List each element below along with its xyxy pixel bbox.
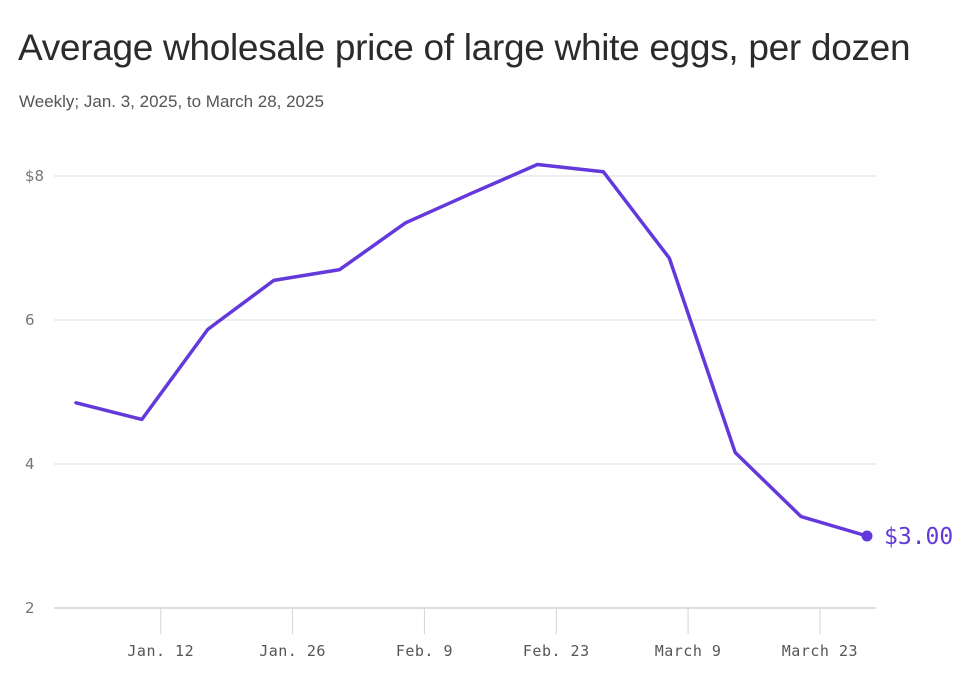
data-point (74, 401, 78, 405)
data-point (535, 162, 539, 166)
data-point (206, 327, 210, 331)
x-tick-label: Jan. 26 (259, 642, 326, 660)
x-axis: Jan. 12 Jan. 26 Feb. 9 Feb. 23 March 9 March … (127, 608, 858, 660)
data-point (733, 450, 737, 454)
y-tick-label: $8 (25, 167, 44, 185)
y-tick-label: 6 (25, 311, 35, 329)
data-point (601, 170, 605, 174)
chart-title: Average wholesale price of large white e… (18, 27, 911, 68)
chart-subtitle: Weekly; Jan. 3, 2025, to March 28, 2025 (19, 92, 324, 111)
x-tick-label: March 23 (782, 642, 858, 660)
x-tick-label: Jan. 12 (127, 642, 194, 660)
data-point (338, 268, 342, 272)
gridlines (54, 175, 876, 609)
series-layer: $3.00 (74, 162, 953, 550)
price-line (74, 162, 869, 538)
end-point-marker (861, 530, 873, 542)
y-tick-label: 2 (25, 599, 35, 617)
y-tick-label: 4 (25, 455, 35, 473)
data-point (140, 417, 144, 421)
data-point (667, 256, 671, 260)
x-tick-label: Feb. 9 (396, 642, 453, 660)
x-tick-label: March 9 (655, 642, 722, 660)
x-tick-label: Feb. 23 (523, 642, 590, 660)
data-point (404, 221, 408, 225)
end-value-label: $3.00 (884, 524, 953, 550)
data-point (799, 515, 803, 519)
data-point (470, 191, 474, 195)
data-point (272, 278, 276, 282)
y-axis-tick-labels: 2 4 6 $8 (25, 167, 44, 617)
